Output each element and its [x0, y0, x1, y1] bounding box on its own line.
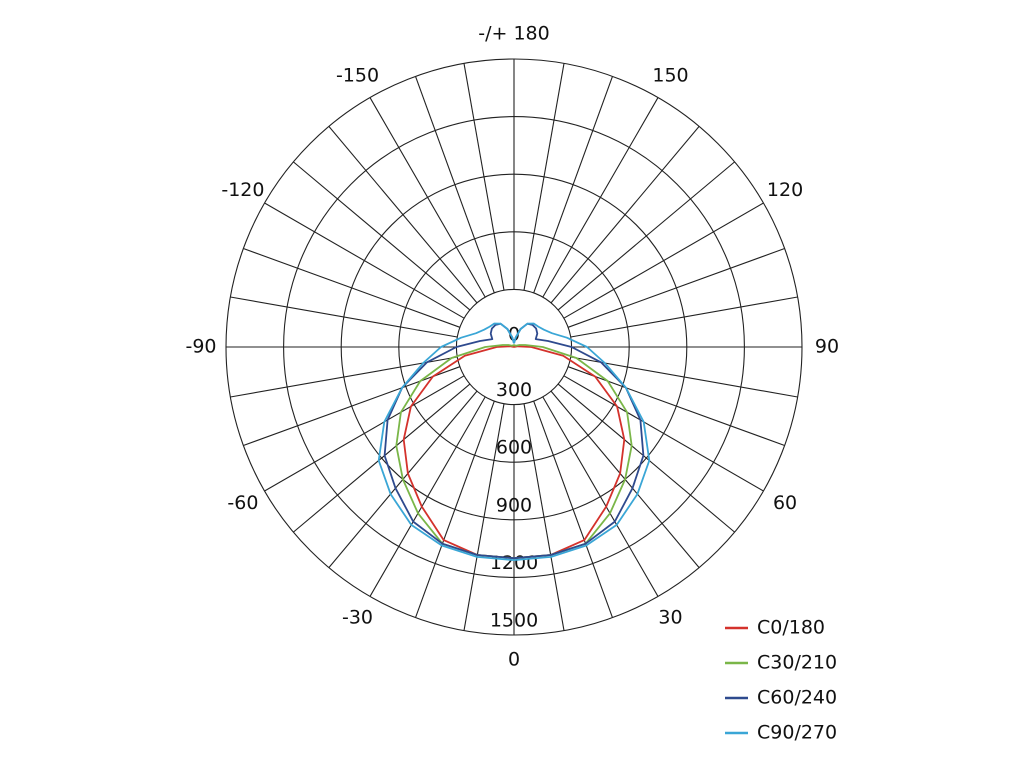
r-tick-label: 300	[496, 379, 532, 401]
r-tick-label: 1500	[490, 610, 538, 632]
angle-label: 150	[652, 64, 688, 86]
angle-label: -150	[336, 64, 379, 86]
angle-label: 90	[815, 336, 839, 358]
legend-label: C90/270	[757, 722, 837, 744]
angle-label: -/+ 180	[478, 23, 549, 45]
angle-label: 60	[773, 492, 797, 514]
series-line	[383, 322, 645, 560]
angle-label: 120	[767, 179, 803, 201]
angle-label: -120	[221, 179, 264, 201]
angle-label: 0	[508, 649, 520, 671]
r-tick-label: 600	[496, 437, 532, 459]
angle-label: -60	[227, 492, 258, 514]
ring	[398, 231, 630, 463]
legend-label: C0/180	[757, 617, 825, 639]
ring	[283, 116, 745, 578]
legend-label: C30/210	[757, 652, 837, 674]
r-tick-label: 900	[496, 494, 532, 516]
series-line	[377, 322, 651, 561]
r-tick-label: 1200	[490, 552, 538, 574]
angle-label: 30	[658, 607, 682, 629]
angle-label: -90	[185, 336, 216, 358]
ring	[225, 58, 803, 636]
ring	[340, 173, 688, 521]
r-tick-label: 0	[508, 324, 520, 346]
angle-label: -30	[342, 607, 373, 629]
legend-label: C60/240	[757, 687, 837, 709]
